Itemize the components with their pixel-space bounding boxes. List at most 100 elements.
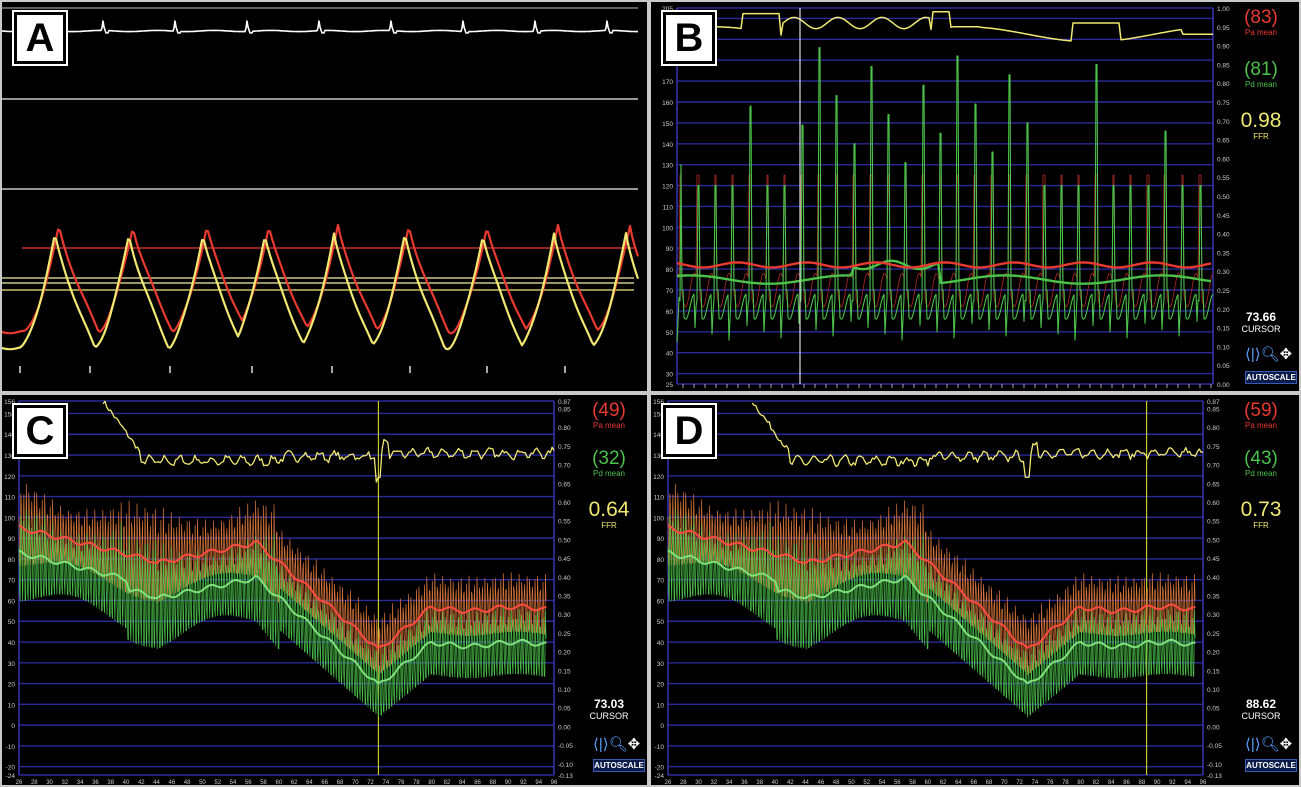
pan-arrows-icon[interactable]: ⟨|⟩ bbox=[593, 736, 609, 753]
y-tick-label: 20 bbox=[657, 682, 665, 689]
y-tick-label: 156 bbox=[4, 399, 15, 406]
autoscale-button[interactable]: AUTOSCALE bbox=[1245, 759, 1297, 772]
y-tick-label: 25 bbox=[666, 382, 674, 389]
x-tick-label: 74 bbox=[1032, 780, 1039, 785]
ffr-readout-c: 0.64 FFR bbox=[575, 499, 643, 531]
x-tick-label: 42 bbox=[138, 780, 145, 785]
cursor-value: 88.62 bbox=[1245, 697, 1277, 711]
y2-tick-label: 0.40 bbox=[1217, 232, 1230, 239]
y2-tick-label: 0.60 bbox=[558, 500, 571, 507]
y2-tick-label: 0.05 bbox=[558, 706, 571, 713]
x-tick-label: 68 bbox=[337, 780, 344, 785]
y2-tick-label: 0.15 bbox=[1217, 326, 1230, 333]
y-tick-label: 70 bbox=[8, 578, 16, 585]
move-icon[interactable]: ✥ bbox=[1279, 346, 1293, 363]
panel-letter-a: A bbox=[12, 10, 68, 66]
y-tick-label: 205 bbox=[662, 6, 673, 13]
autoscale-button[interactable]: AUTOSCALE bbox=[593, 759, 645, 772]
x-tick-label: 78 bbox=[1062, 780, 1069, 785]
panel-c: C 156 150 140 130 120 110 100 90 80 70 60 50 40 30 20 1… bbox=[2, 395, 647, 785]
zoom-icon[interactable]: 🔍︎ bbox=[1260, 346, 1280, 363]
y-tick-label: 60 bbox=[666, 309, 674, 316]
y2-tick-label: 0.10 bbox=[558, 687, 571, 694]
pd-mean-trace bbox=[667, 549, 1196, 685]
x-tick-label: 84 bbox=[1108, 780, 1115, 785]
y-tick-label: 100 bbox=[4, 515, 15, 522]
y2-tick-label: 0.00 bbox=[1207, 724, 1220, 731]
y-tick-label: 130 bbox=[653, 453, 664, 460]
y-tick-label: 40 bbox=[657, 640, 665, 647]
y2-tick-label: 0.10 bbox=[1207, 687, 1220, 694]
x-tick-label: 76 bbox=[398, 780, 405, 785]
x-tick-label: 70 bbox=[1001, 780, 1008, 785]
y-tick-label: 90 bbox=[8, 536, 16, 543]
y-tick-label: 50 bbox=[657, 619, 665, 626]
pa-mean-label: Pa mean bbox=[1244, 28, 1278, 37]
pd-mean-readout-c: (32) Pd mean bbox=[575, 449, 643, 479]
y2-tick-label: -0.13 bbox=[558, 773, 573, 780]
move-icon[interactable]: ✥ bbox=[627, 736, 641, 753]
x-tick-label: 90 bbox=[505, 780, 512, 785]
y2-tick-label: 0.35 bbox=[558, 593, 571, 600]
zoom-icon[interactable]: 🔍︎ bbox=[1260, 736, 1280, 753]
x-tick-label: 32 bbox=[62, 780, 69, 785]
pd-mean-label: Pd mean bbox=[1244, 80, 1278, 89]
x-tick-label: 54 bbox=[230, 780, 237, 785]
cursor-label: CURSOR bbox=[1241, 711, 1281, 721]
x-tick-label: 62 bbox=[291, 780, 298, 785]
pa-mean-value: (59) bbox=[1244, 400, 1278, 421]
y2-tick-label: -0.13 bbox=[1207, 773, 1222, 780]
pd-mean-trace bbox=[18, 549, 547, 685]
pan-arrows-icon[interactable]: ⟨|⟩ bbox=[1245, 346, 1261, 363]
y2-tick-label: -0.10 bbox=[558, 762, 573, 769]
x-tick-label: 90 bbox=[1154, 780, 1161, 785]
y2-tick-label: -0.10 bbox=[1207, 762, 1222, 769]
x-tick-label: 96 bbox=[551, 780, 558, 785]
pa-mean-label: Pa mean bbox=[1244, 421, 1278, 430]
y-tick-label: 140 bbox=[662, 142, 673, 149]
pd-pulsatile-trace bbox=[676, 47, 1214, 343]
move-icon[interactable]: ✥ bbox=[1279, 736, 1293, 753]
y2-tick-label: 0.87 bbox=[558, 399, 571, 406]
x-tick-label: 82 bbox=[1093, 780, 1100, 785]
y2-tick-label: 0.00 bbox=[558, 724, 571, 731]
x-tick-label: 34 bbox=[726, 780, 733, 785]
x-tick-label: 32 bbox=[711, 780, 718, 785]
y-tick-label: -24 bbox=[655, 773, 665, 780]
x-tick-label: 52 bbox=[863, 780, 870, 785]
cursor-label: CURSOR bbox=[589, 711, 629, 721]
y-tick-label: 120 bbox=[662, 184, 673, 191]
x-tick-label: 44 bbox=[802, 780, 809, 785]
y-tick-label: 0 bbox=[11, 723, 15, 730]
x-tick-label: 50 bbox=[199, 780, 206, 785]
y2-tick-label: 0.65 bbox=[1217, 138, 1230, 145]
x-tick-label: 26 bbox=[16, 780, 23, 785]
x-tick-label: 36 bbox=[741, 780, 748, 785]
x-tick-label: 46 bbox=[818, 780, 825, 785]
x-tick-label: 94 bbox=[535, 780, 542, 785]
y-tick-label: 120 bbox=[653, 474, 664, 481]
pan-arrows-icon[interactable]: ⟨|⟩ bbox=[1245, 736, 1261, 753]
zoom-icon[interactable]: 🔍︎ bbox=[608, 736, 628, 753]
pa-mean-label: Pa mean bbox=[592, 421, 626, 430]
y2-tick-label: 0.80 bbox=[1217, 81, 1230, 88]
y-tick-label: 60 bbox=[657, 598, 665, 605]
y2-tick-label: 0.20 bbox=[1217, 307, 1230, 314]
y-tick-label: 80 bbox=[657, 557, 665, 564]
y2-tick-label: -0.05 bbox=[558, 743, 573, 750]
y2-tick-label: 0.65 bbox=[1207, 481, 1220, 488]
x-tick-label: 36 bbox=[92, 780, 99, 785]
cursor-readout-c: 73.03 CURSOR bbox=[575, 697, 643, 721]
ffr-label: FFR bbox=[1253, 132, 1269, 141]
pa-mean-trace bbox=[667, 524, 1196, 649]
autoscale-button[interactable]: AUTOSCALE bbox=[1245, 371, 1297, 384]
y2-tick-label: 0.60 bbox=[1207, 500, 1220, 507]
x-tick-label: 92 bbox=[1169, 780, 1176, 785]
y-tick-label: 80 bbox=[666, 267, 674, 274]
y-tick-label: 30 bbox=[657, 661, 665, 668]
y-tick-label: 120 bbox=[4, 474, 15, 481]
x-tick-label: 30 bbox=[46, 780, 53, 785]
y2-tick-label: 0.55 bbox=[1207, 519, 1220, 526]
x-tick-label: 78 bbox=[413, 780, 420, 785]
y2-tick-label: 0.50 bbox=[1207, 537, 1220, 544]
